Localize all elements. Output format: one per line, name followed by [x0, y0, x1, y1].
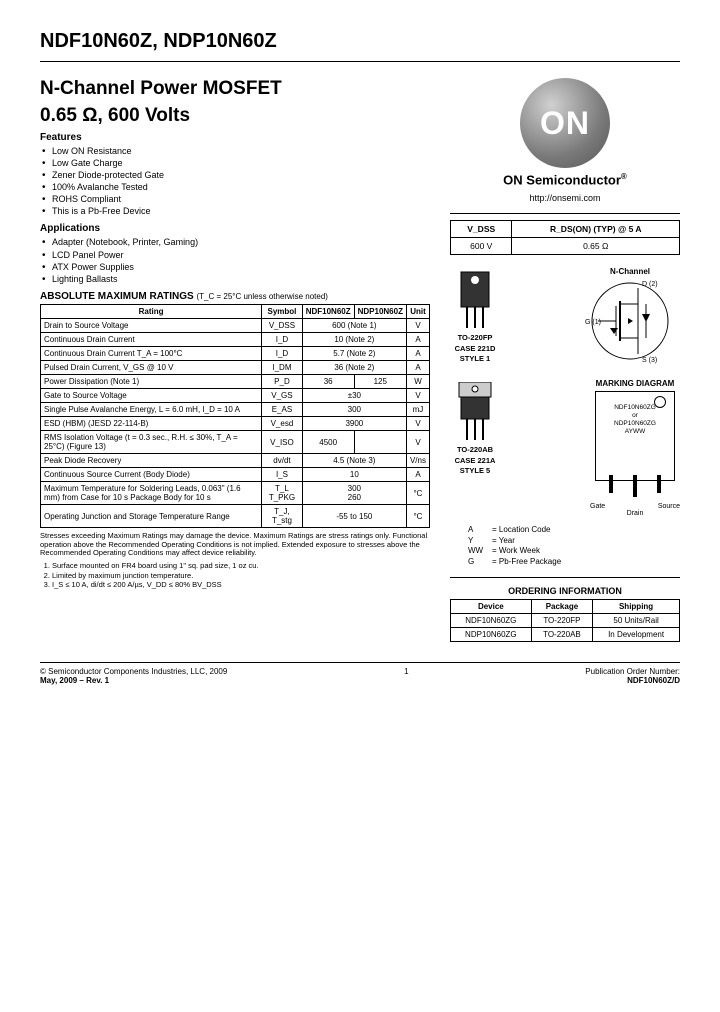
mark-l3: NDP10N60ZG: [596, 420, 674, 428]
page-footer: © Semiconductor Components Industries, L…: [40, 662, 680, 685]
pin-d: D (2): [642, 281, 658, 288]
spec-v2: 0.65 Ω: [512, 238, 680, 255]
footer-pub-head: Publication Order Number:: [585, 667, 680, 676]
pkg2-case: CASE 221A: [450, 457, 500, 465]
feature-item: Zener Diode-protected Gate: [42, 169, 430, 181]
marking-heading: MARKING DIAGRAM: [590, 379, 680, 388]
mark-l4: AYWW: [596, 428, 674, 436]
application-item: Adapter (Notebook, Printer, Gaming): [42, 236, 430, 248]
feature-item: Low Gate Charge: [42, 157, 430, 169]
features-heading: Features: [40, 132, 430, 143]
ordering-table: DevicePackageShipping NDF10N60ZGTO-220FP…: [450, 599, 680, 642]
package-2-icon: [450, 379, 500, 444]
header-divider: [40, 61, 680, 62]
schematic-label: N-Channel: [580, 267, 680, 276]
application-item: ATX Power Supplies: [42, 261, 430, 273]
ordering-heading: ORDERING INFORMATION: [450, 586, 680, 596]
ratings-condition: (T_C = 25°C unless otherwise noted): [196, 292, 327, 301]
pkg1-name: TO-220FP: [450, 334, 500, 342]
footer-pub: NDF10N60Z/D: [585, 676, 680, 685]
feature-item: This is a Pb-Free Device: [42, 205, 430, 217]
schematic: N-Channel D (2) G (1) S (3): [580, 267, 680, 371]
pkg2-style: STYLE 5: [450, 467, 500, 475]
right-column: ON ON Semiconductor® http://onsemi.com V…: [450, 78, 680, 642]
applications-list: Adapter (Notebook, Printer, Gaming)LCD P…: [40, 236, 430, 285]
features-list: Low ON ResistanceLow Gate ChargeZener Di…: [40, 145, 430, 218]
ratings-table: RatingSymbolNDF10N60ZNDP10N60ZUnit Drain…: [40, 304, 430, 528]
logo-divider: [450, 213, 680, 214]
package-1: TO-220FP CASE 221D STYLE 1: [450, 267, 500, 363]
mark-pin-drain: Drain: [590, 510, 680, 517]
pkg2-name: TO-220AB: [450, 446, 500, 454]
marking-legend: A= Location CodeY= YearWW= Work WeekG= P…: [450, 525, 680, 567]
footer-date: May, 2009 – Rev. 1: [40, 676, 227, 685]
footer-copyright: © Semiconductor Components Industries, L…: [40, 667, 227, 676]
ratings-heading-text: ABSOLUTE MAXIMUM RATINGS: [40, 291, 194, 302]
footer-left: © Semiconductor Components Industries, L…: [40, 667, 227, 685]
feature-item: 100% Avalanche Tested: [42, 181, 430, 193]
footer-page: 1: [404, 667, 408, 685]
applications-heading: Applications: [40, 223, 430, 234]
marking-diagram: MARKING DIAGRAM NDF10N60ZG or NDP10N60ZG…: [590, 379, 680, 517]
footer-right: Publication Order Number: NDF10N60Z/D: [585, 667, 680, 685]
left-column: N-Channel Power MOSFET 0.65 Ω, 600 Volts…: [40, 78, 430, 642]
pkg1-case: CASE 221D: [450, 345, 500, 353]
package-2: TO-220AB CASE 221A STYLE 5: [450, 379, 500, 475]
pin-g: G (1): [585, 319, 601, 326]
marking-box: NDF10N60ZG or NDP10N60ZG AYWW: [595, 391, 675, 481]
application-item: Lighting Ballasts: [42, 273, 430, 285]
spec-table: V_DSSR_DS(ON) (TYP) @ 5 A 600 V0.65 Ω: [450, 220, 680, 255]
company-url: http://onsemi.com: [450, 193, 680, 203]
product-title-line2: 0.65 Ω, 600 Volts: [40, 105, 430, 128]
pkg1-style: STYLE 1: [450, 355, 500, 363]
on-logo: ON: [520, 78, 610, 168]
order-divider: [450, 577, 680, 578]
spec-h2: R_DS(ON) (TYP) @ 5 A: [512, 221, 680, 238]
spec-v1: 600 V: [451, 238, 512, 255]
spec-h1: V_DSS: [451, 221, 512, 238]
company-name: ON Semiconductor®: [450, 172, 680, 187]
mark-pin-source: Source: [658, 503, 680, 510]
pin-s: S (3): [642, 357, 657, 364]
ratings-heading: ABSOLUTE MAXIMUM RATINGS (T_C = 25°C unl…: [40, 291, 430, 302]
part-numbers: NDF10N60Z, NDP10N60Z: [40, 30, 680, 53]
mark-l2: or: [596, 412, 674, 420]
feature-item: ROHS Compliant: [42, 193, 430, 205]
feature-item: Low ON Resistance: [42, 145, 430, 157]
footnotes: Surface mounted on FR4 board using 1" sq…: [40, 562, 430, 590]
schematic-svg: D (2) G (1) S (3): [580, 276, 680, 366]
application-item: LCD Panel Power: [42, 249, 430, 261]
stress-note: Stresses exceeding Maximum Ratings may d…: [40, 532, 430, 558]
mark-pin-gate: Gate: [590, 503, 605, 510]
product-title-line1: N-Channel Power MOSFET: [40, 78, 430, 101]
package-1-icon: [450, 267, 500, 332]
